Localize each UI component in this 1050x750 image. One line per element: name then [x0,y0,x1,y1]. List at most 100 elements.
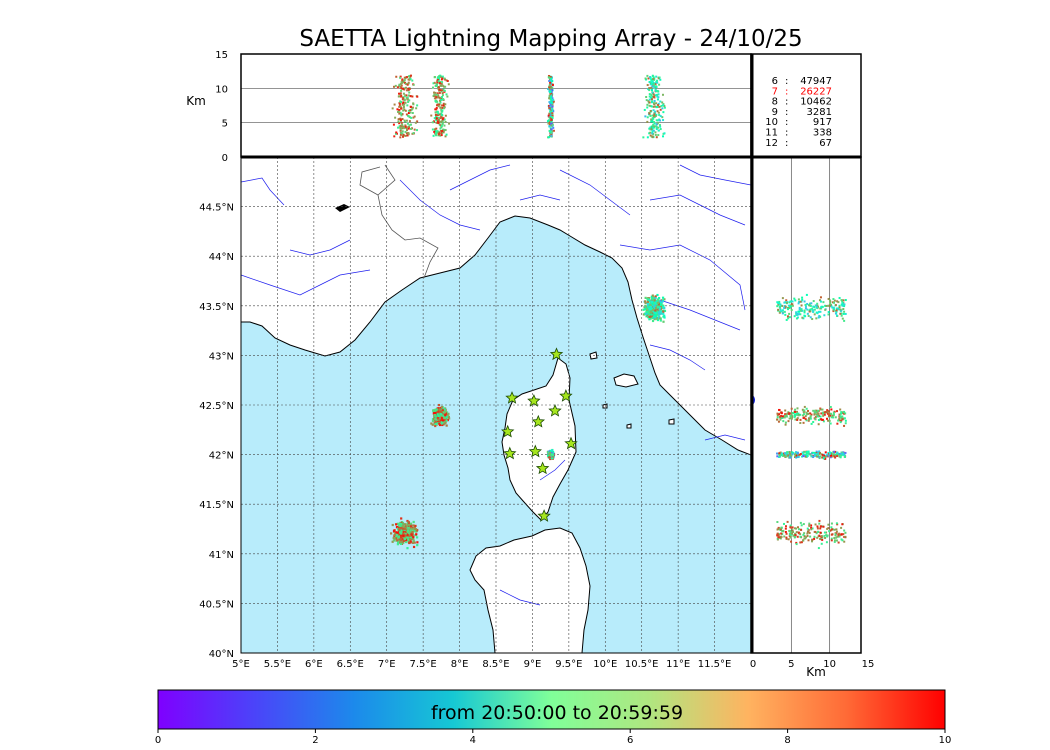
lightning-source-top [649,131,652,134]
lightning-source-side [810,422,813,425]
lightning-source-side [827,454,830,457]
lightning-source-side [817,547,820,550]
lightning-source-top [405,113,408,116]
map-x-tick-label: 11.5°E [698,659,732,670]
lightning-source-side [781,297,784,300]
lightning-source [400,522,403,526]
lightning-source [399,522,402,525]
lightning-source-side [819,455,822,458]
lightning-source-side [787,538,790,541]
lightning-source [409,527,412,530]
lightning-source-side [840,312,843,315]
lightning-source-top [442,88,445,91]
lightning-source-top [650,105,653,108]
lightning-source-side [833,537,836,540]
lightning-source-side [783,535,786,538]
lightning-source-top [549,113,552,116]
lightning-source-top [406,98,409,101]
lightning-source-top [663,106,666,109]
lightning-source-side [827,297,830,300]
lightning-source-side [843,424,846,427]
lightning-source-top [441,109,444,112]
lightning-source-side [807,452,810,455]
lightning-source-top [657,93,660,96]
lightning-source-side [816,451,819,454]
map-x-tick-label: 7°E [378,659,396,670]
lightning-source-top [650,94,653,97]
lon-alt-panel: 0 5 10 15 Km [186,50,751,164]
lightning-source-top [659,119,662,122]
lightning-source-side [797,455,800,458]
lightning-source-top [404,82,407,85]
lightning-source-side [844,419,847,422]
top-panel-y-tick-label: 10 [215,84,228,95]
lightning-source-top [438,102,441,105]
lightning-source-side [809,412,812,415]
top-panel-y-tick-label: 0 [222,153,228,164]
lightning-source [411,541,415,544]
lightning-source-top [652,109,655,112]
lightning-source-top [653,125,656,128]
lightning-source-top [550,108,553,111]
lightning-source-top [649,128,652,131]
lightning-source [408,535,411,538]
lightning-source-side [843,453,846,456]
lightning-source [659,319,662,322]
lightning-source [440,414,443,417]
lightning-source-top [549,97,552,100]
lightning-source [400,530,403,534]
lightning-source [416,528,419,532]
lightning-source-side [788,312,791,315]
lightning-source [401,526,404,529]
lightning-source [548,453,551,456]
lightning-source [440,418,443,422]
lightning-source-top [549,81,552,84]
lightning-source-side [821,408,824,411]
lightning-source-side [823,413,826,416]
lightning-source [436,413,439,416]
lightning-source-side [821,453,824,456]
map-grid [241,157,751,653]
lightning-source-side [785,301,788,304]
lightning-source-side [837,533,840,536]
lightning-source-side [835,530,838,533]
lightning-source-top [431,128,434,131]
lightning-source-side [833,299,836,302]
lightning-source-top [434,131,437,134]
lightning-source-side [780,414,783,417]
lightning-source [439,417,442,420]
lightning-source-side [841,300,844,303]
lightning-source-side [828,304,831,307]
lightning-source-side [791,529,794,532]
lightning-source-side [817,415,820,418]
lightning-source-top [551,114,554,117]
lightning-source-side [841,417,844,420]
lightning-source-top [550,128,553,131]
lightning-source-top [438,75,441,78]
lightning-source [662,312,665,315]
lightning-source-top [443,124,446,127]
count-separator: : [785,138,788,149]
lightning-source-top [400,114,403,117]
lightning-source-top [442,98,445,101]
lightning-source [645,310,648,314]
lightning-source-top [440,98,443,101]
count-separator: : [785,97,788,108]
lightning-source-side [829,529,832,532]
lightning-source-top [441,120,444,123]
lightning-source-side [784,305,787,308]
lightning-source-top [653,96,656,99]
lightning-source-top [444,120,447,123]
lightning-source-top [444,85,447,88]
lightning-source-side [821,536,824,539]
lightning-source-side [795,527,798,530]
lightning-source-top [399,76,402,79]
lightning-source-side [805,407,808,410]
lightning-source [662,310,665,313]
lightning-source-top [407,125,410,128]
map-y-tick-label: 43.5°N [199,302,234,313]
lightning-source-top [663,132,666,135]
lightning-source-top [550,134,553,137]
lightning-source-top [647,100,650,103]
lightning-source-top [646,84,649,87]
